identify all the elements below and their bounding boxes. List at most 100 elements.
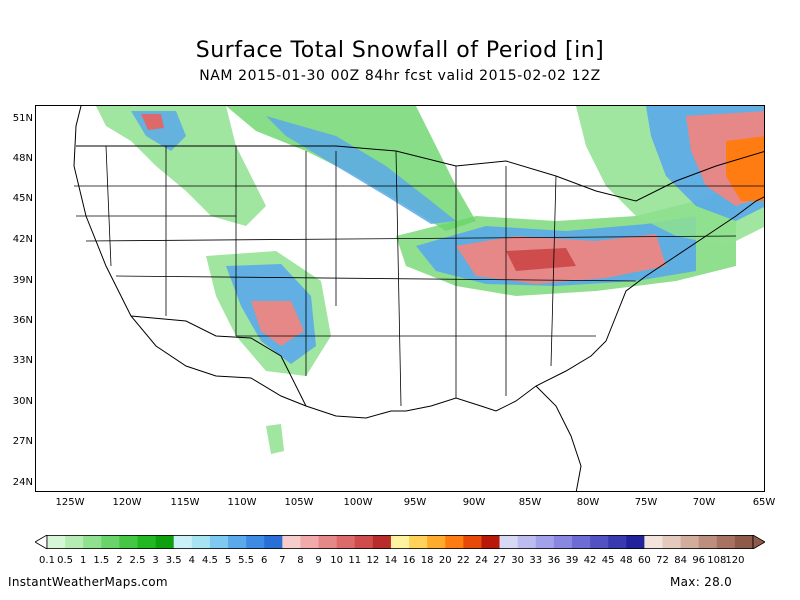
colorbar-tick-label: 3 — [152, 555, 159, 566]
snow-region-ohio-valley-core — [506, 248, 576, 271]
lat-label: 39N — [12, 275, 33, 286]
colorbar-tick-label: 120 — [725, 555, 745, 566]
colorbar-swatch — [409, 535, 428, 549]
lon-label: 115W — [170, 497, 200, 508]
lon-label: 110W — [227, 497, 257, 508]
colorbar-swatch — [445, 535, 464, 549]
snow-region-northwest — [96, 106, 266, 226]
lat-label: 45N — [12, 193, 33, 204]
colorbar-swatch — [553, 535, 573, 549]
site-credit: InstantWeatherMaps.com — [8, 575, 168, 589]
colorbar-swatch — [680, 535, 699, 549]
colorbar-tick-label: 9 — [315, 555, 322, 566]
us-outline — [73, 106, 764, 419]
colorbar-swatch — [246, 535, 265, 549]
colorbar-swatch — [481, 535, 500, 549]
lon-label: 100W — [343, 497, 373, 508]
lon-label: 125W — [55, 497, 85, 508]
colorbar-tick-label: 1 — [80, 555, 87, 566]
colorbar-tick-label: 22 — [456, 555, 470, 566]
colorbar-tick-label: 84 — [674, 555, 687, 566]
colorbar-left-arrow — [34, 534, 48, 550]
colorbar-swatch — [137, 535, 156, 549]
colorbar-tick-label: 36 — [547, 555, 561, 566]
colorbar-tick-label: 20 — [438, 555, 452, 566]
colorbar-tick-label: 0.1 — [39, 555, 55, 566]
colorbar-tick-label: 42 — [583, 555, 597, 566]
lon-label: 105W — [284, 497, 314, 508]
colorbar-tick-label: 72 — [656, 555, 669, 566]
snow-region-northeast-core — [726, 136, 764, 201]
lat-label: 51N — [12, 113, 33, 124]
colorbar-right-arrow — [752, 534, 766, 550]
colorbar-swatch — [372, 535, 392, 549]
lon-label: 95W — [403, 497, 427, 508]
colorbar-tick-label: 8 — [297, 555, 304, 566]
colorbar-swatch — [590, 535, 609, 549]
colorbar-swatch — [228, 535, 247, 549]
map-canvas — [73, 106, 764, 491]
colorbar-swatch — [463, 535, 482, 549]
colorbar-swatch — [354, 535, 374, 549]
colorbar-swatches — [34, 534, 766, 550]
colorbar-swatch — [47, 535, 66, 549]
colorbar-swatch — [318, 535, 337, 549]
colorbar-tick-label: 30 — [511, 555, 525, 566]
colorbar-tick-label: 60 — [638, 555, 651, 566]
lon-label: 80W — [576, 497, 600, 508]
colorbar-swatch — [155, 535, 175, 549]
colorbar-tick-label: 33 — [529, 555, 543, 566]
snow-region-texas — [266, 424, 284, 454]
lat-label: 30N — [12, 396, 33, 407]
colorbar-swatch — [209, 535, 229, 549]
colorbar-swatch — [716, 535, 736, 549]
colorbar-tick-label: 2 — [116, 555, 123, 566]
colorbar-tick-label: 24 — [475, 555, 488, 566]
lon-label: 90W — [462, 497, 486, 508]
colorbar-tick-label: 18 — [420, 555, 434, 566]
colorbar-tick-label: 1.5 — [93, 555, 110, 566]
colorbar — [34, 534, 766, 553]
lon-label: 120W — [112, 497, 142, 508]
mexico-border — [130, 315, 307, 407]
colorbar-swatch — [191, 535, 211, 549]
chart-title: Surface Total Snowfall of Period [in] — [195, 38, 605, 63]
lat-label: 24N — [12, 477, 33, 488]
colorbar-swatch — [390, 535, 410, 549]
colorbar-tick-label: 4.5 — [201, 555, 218, 566]
colorbar-tick-label: 48 — [619, 555, 633, 566]
colorbar-swatch — [119, 535, 138, 549]
colorbar-swatch — [535, 535, 555, 549]
colorbar-swatch — [734, 535, 754, 549]
colorbar-tick-label: 6 — [261, 555, 268, 566]
colorbar-tick-label: 45 — [601, 555, 615, 566]
colorbar-swatch — [173, 535, 193, 549]
colorbar-tick-label: 2.5 — [129, 555, 146, 566]
colorbar-tick-label: 16 — [402, 555, 416, 566]
colorbar-tick-label: 108 — [707, 555, 727, 566]
colorbar-swatch — [300, 535, 319, 549]
lon-label: 85W — [518, 497, 542, 508]
colorbar-tick-label: 39 — [565, 555, 579, 566]
lat-label: 42N — [12, 234, 33, 245]
colorbar-swatch — [499, 535, 518, 549]
colorbar-swatch — [698, 535, 718, 549]
lon-label: 75W — [634, 497, 658, 508]
chart-subtitle: NAM 2015-01-30 00Z 84hr fcst valid 2015-… — [199, 68, 601, 84]
colorbar-tick-label: 14 — [384, 555, 398, 566]
florida-outline — [535, 385, 582, 491]
snow-region-southern-rockies-red — [251, 301, 304, 346]
colorbar-tick-label: 0.5 — [57, 555, 74, 566]
colorbar-swatch — [65, 535, 84, 549]
colorbar-tick-label: 5.5 — [238, 555, 255, 566]
colorbar-tick-label: 4 — [188, 555, 195, 566]
lat-label: 36N — [12, 315, 33, 326]
colorbar-tick-label: 5 — [224, 555, 232, 566]
colorbar-tick-label: 10 — [330, 555, 343, 566]
colorbar-swatch — [571, 535, 591, 549]
colorbar-swatch — [608, 535, 627, 549]
colorbar-swatch — [644, 535, 663, 549]
colorbar-tick-label: 11 — [348, 555, 362, 566]
colorbar-tick-label: 3.5 — [165, 555, 182, 566]
colorbar-tick-label: 7 — [279, 555, 286, 566]
